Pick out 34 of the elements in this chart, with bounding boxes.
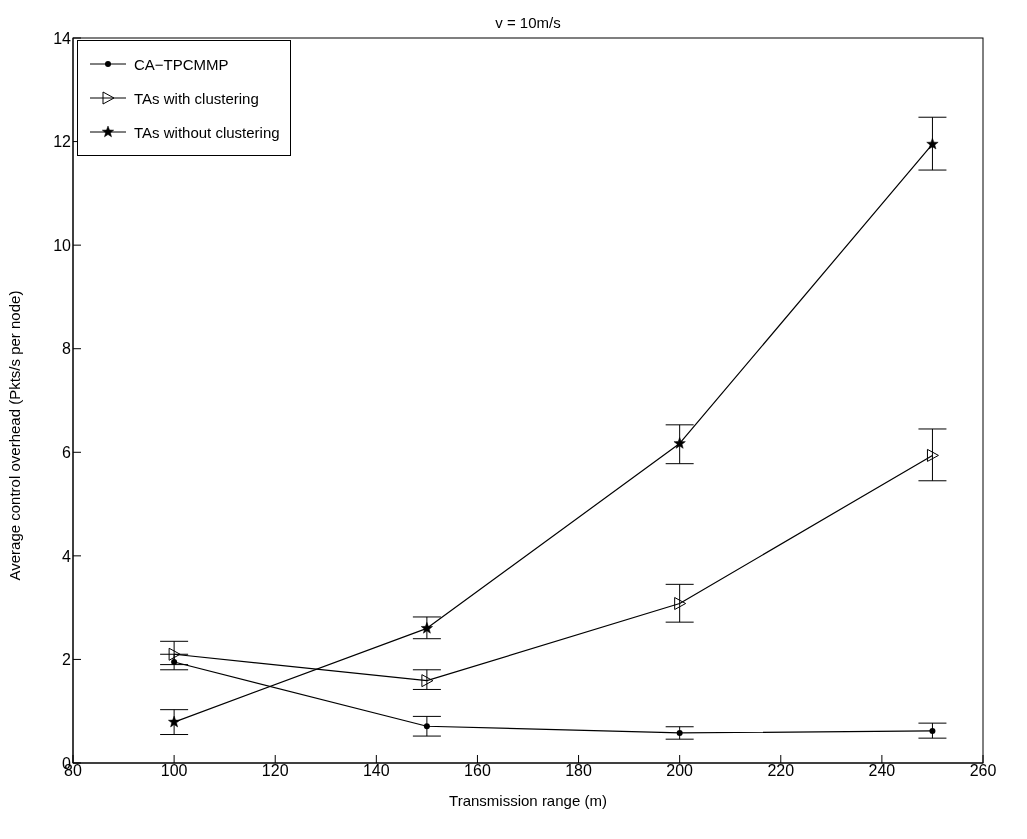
x-tick-label: 180 [565, 762, 592, 780]
y-tick-label: 10 [53, 236, 72, 254]
chart-title: v = 10m/s [495, 14, 561, 31]
y-tick-label: 4 [62, 547, 72, 565]
point [929, 727, 936, 734]
point [926, 137, 939, 150]
y-tick-label: 2 [62, 651, 72, 669]
legend-label: TAs without clustering [134, 123, 280, 141]
point [171, 659, 178, 666]
point [926, 448, 939, 462]
y-tick-label: 6 [62, 443, 72, 461]
point [423, 723, 430, 730]
point [168, 647, 181, 661]
point [676, 729, 683, 736]
point [168, 715, 181, 728]
y-tick-label: 8 [62, 340, 72, 358]
legend-label: TAs with clustering [134, 89, 259, 107]
x-tick-label: 240 [868, 762, 896, 780]
x-tick-label: 140 [362, 762, 390, 780]
point [673, 437, 686, 449]
point [674, 597, 687, 610]
point [420, 622, 433, 634]
x-tick-label: 100 [160, 762, 188, 780]
x-tick-label: 120 [261, 762, 289, 780]
point [421, 674, 434, 688]
legend-label: CA−TPCMMP [134, 55, 229, 73]
y-tick-label: 14 [53, 29, 72, 47]
x-axis-title: Transmission range (m) [449, 792, 607, 809]
x-tick-label: 200 [666, 762, 694, 780]
x-tick-label: 160 [464, 762, 491, 780]
x-tick-label: 220 [767, 762, 795, 780]
y-tick-label: 12 [53, 133, 72, 151]
x-tick-label: 260 [969, 762, 997, 780]
y-axis-title: Average control overhead (Pkts/s per node) [6, 290, 24, 581]
